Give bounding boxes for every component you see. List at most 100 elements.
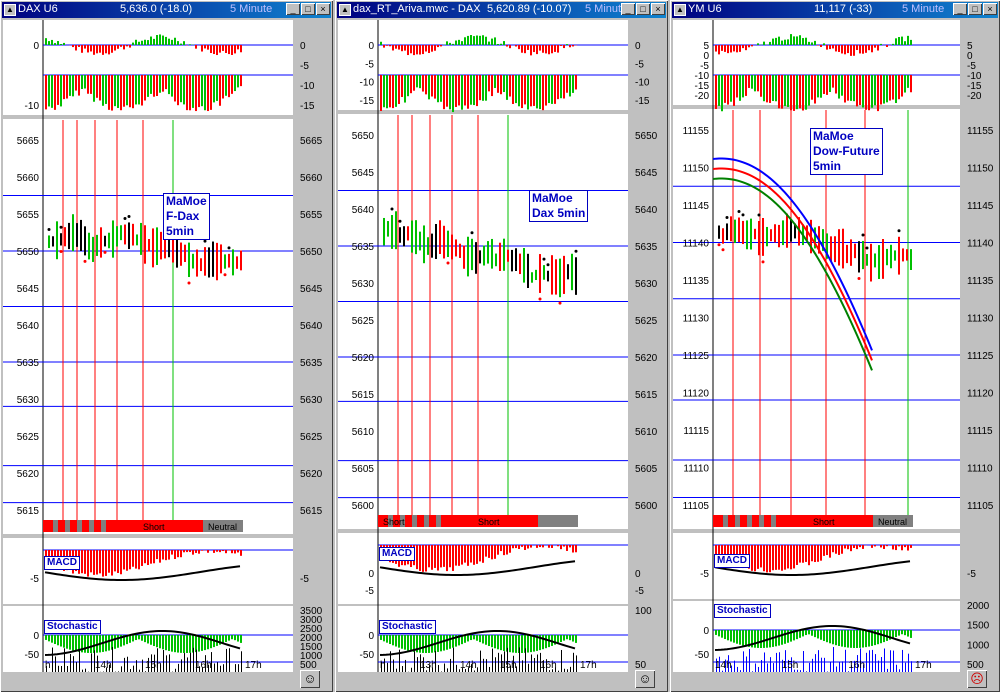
macd-bar [222,550,224,552]
oscillator-bar [521,75,523,109]
volume-bar [731,665,732,672]
oscillator-bar [93,45,95,55]
signal-band-gap [771,515,776,527]
stochastic-bar [72,635,74,651]
top-axis-tick: -15 [967,81,982,92]
oscillator-bar [826,75,828,95]
stochastic-bar [811,630,813,636]
oscillator-bar [841,45,843,54]
smiley-icon[interactable]: ☺ [635,670,655,688]
titlebar[interactable]: ▲ YM U6 11,117 (-33) 5 Minute _ □ × [672,2,998,18]
oscillator-bar [162,35,164,45]
maximize-button[interactable]: □ [636,3,650,15]
macd-bar [539,545,541,548]
swing-dot [725,215,729,219]
volume-bar [866,652,867,672]
smiley-icon[interactable]: ☺ [300,670,320,688]
close-button[interactable]: × [316,3,330,15]
stochastic-bar [748,630,750,647]
stochastic-bar [910,630,912,638]
oscillator-bar [458,39,460,45]
macd-axis-tick: -5 [635,586,644,597]
volume-bar [217,662,218,672]
stochastic-bar [132,635,134,642]
close-button[interactable]: × [651,3,665,15]
stochastic-bar [796,630,798,640]
panel-separator [3,115,293,119]
price-axis-tick: 11115 [967,426,993,437]
volume-bar [411,667,412,672]
volume-bar [118,671,119,672]
stochastic-bar [575,635,577,643]
sad-icon[interactable]: ☹ [967,670,987,688]
stochastic-bar [81,635,83,653]
volume-bar [136,660,137,672]
oscillator-bar [838,75,840,99]
macd-bar [838,545,840,555]
time-axis-tick: 15h [500,660,517,671]
oscillator-bar [868,45,870,51]
volume-bar [815,654,816,672]
swing-dot [538,297,542,301]
time-axis-tick: 16h [540,660,557,671]
stochastic-bar [524,635,526,653]
volume-bar [471,664,472,672]
minimize-button[interactable]: _ [621,3,635,15]
volume-bar [737,666,738,672]
oscillator-bar [763,41,765,45]
price-axis-tick-left: 5605 [352,464,375,475]
oscillator-bar [907,75,909,88]
minimize-button[interactable]: _ [953,3,967,15]
minimize-button[interactable]: _ [286,3,300,15]
macd-bar [165,550,167,561]
maximize-button[interactable]: □ [301,3,315,15]
volume-bar [151,654,152,672]
volume-bar [797,669,798,672]
oscillator-bar [910,39,912,45]
maximize-button[interactable]: □ [968,3,982,15]
stochastic-bar [153,635,155,647]
stochastic-bar [850,630,852,648]
stochastic-axis-tick: 100 [635,606,652,617]
chart-window-dax-u6: ▲ DAX U6 5,636.0 (-18.0) 5 Minute _ □ × … [0,0,333,692]
titlebar[interactable]: ▲ dax_RT_Ariva.mwc - DAX 5,620.89 (-10.0… [337,2,666,18]
oscillator-bar [488,41,490,45]
volume-bar [728,655,729,672]
chart-area[interactable]: 0 -5 -10 -15 5650 5645 5640 5635 5630 5625 5620 561… [338,20,628,672]
close-button[interactable]: × [983,3,997,15]
volume-bar [525,648,526,672]
macd-bar [850,545,852,552]
time-axis-tick: 17h [245,660,262,671]
volume-bar [166,655,167,672]
stochastic-bar [742,630,744,646]
oscillator-bar [141,40,143,45]
oscillator-bar [739,45,741,52]
stochastic-bar [189,635,191,653]
oscillator-bar [440,45,442,47]
oscillator-bar [557,75,559,100]
oscillator-bar [479,75,481,101]
price-axis-tick: 5650 [300,247,323,258]
volume-bar [160,664,161,672]
chart-area[interactable]: 0 -10 5665 5660 5655 5650 5645 5640 5635 5630 5625… [3,20,293,672]
titlebar[interactable]: ▲ DAX U6 5,636.0 (-18.0) 5 Minute _ □ × [2,2,331,18]
volume-bar [109,664,110,672]
swing-dot [103,250,107,254]
stochastic-bar [180,635,182,653]
chart-area[interactable]: 50-5-10-15-20111551115011145111401113511… [673,20,960,672]
stochastic-bar [461,635,463,645]
volume-bar [752,671,753,672]
stochastic-bar [542,635,544,650]
macd-bar [99,550,101,574]
oscillator-bar [835,45,837,52]
stochastic-bar [865,630,867,648]
macd-bar [895,545,897,551]
stochastic-bar [895,630,897,638]
macd-bar [482,545,484,563]
price-axis-tick: 5620 [635,353,658,364]
oscillator-bar [168,75,170,95]
macd-bar [754,545,756,572]
oscillator-bar [48,41,50,45]
time-axis-tick: 16h [195,660,212,671]
stochastic-bar [536,635,538,651]
